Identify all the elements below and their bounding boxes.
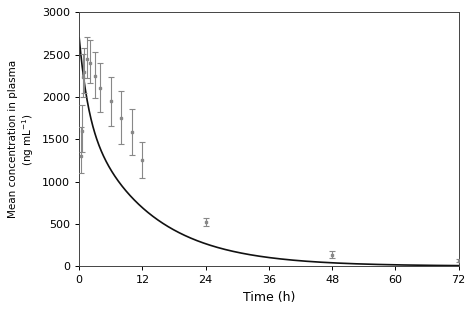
X-axis label: Time (h): Time (h) (243, 291, 295, 304)
Y-axis label: Mean concentration in plasma
(ng mL$^{-1}$): Mean concentration in plasma (ng mL$^{-1… (9, 60, 36, 218)
